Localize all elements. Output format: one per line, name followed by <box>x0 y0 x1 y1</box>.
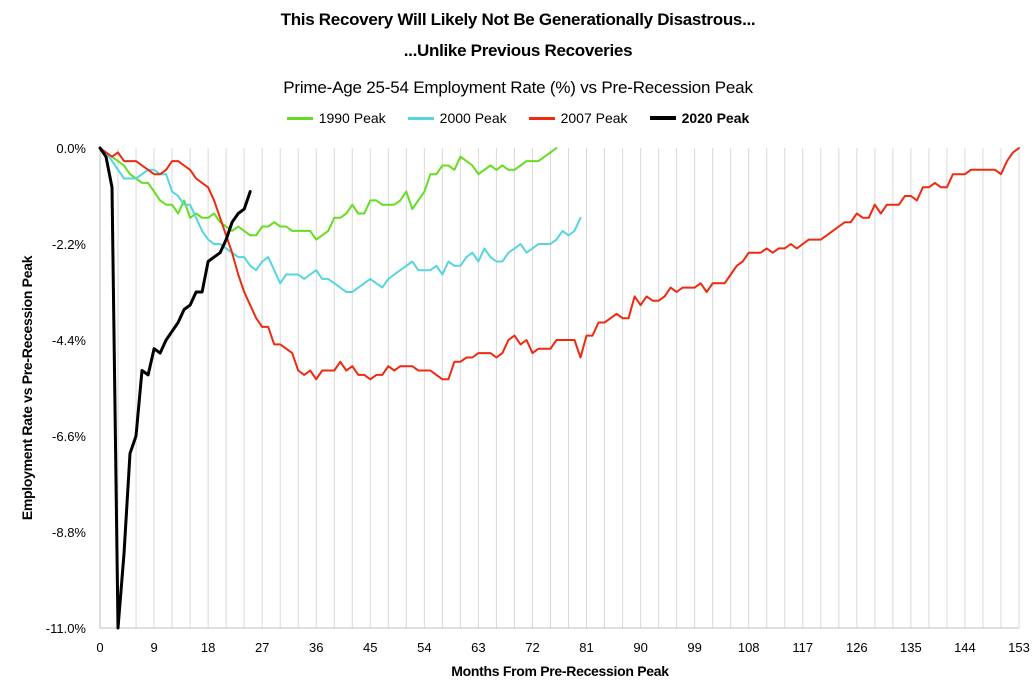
y-axis-title: Employment Rate vs Pre-Recession Peak <box>19 255 35 520</box>
y-tick-label: -4.4% <box>52 333 86 348</box>
y-tick-label: -2.2% <box>52 237 86 252</box>
x-tick-label: 0 <box>96 640 103 655</box>
series-lines <box>98 146 1020 630</box>
legend-label-1990: 1990 Peak <box>318 110 386 126</box>
y-tick-label: 0.0% <box>56 141 86 156</box>
chart-title-line2: ...Unlike Previous Recoveries <box>403 41 633 60</box>
tick-labels: 0 9 18 27 36 45 54 63 72 81 90 99 108 117 126 135 144 153… <box>46 141 1030 655</box>
legend-swatch-1990 <box>286 116 313 120</box>
legend-item-2007: 2007 Peak <box>528 110 628 126</box>
x-tick-label: 81 <box>579 640 593 655</box>
x-tick-label: 108 <box>738 640 760 655</box>
chart-title: This Recovery Will Likely Not Be Generat… <box>280 10 756 29</box>
x-axis-title: Months From Pre-Recession Peak <box>451 663 669 679</box>
x-tick-label: 72 <box>525 640 539 655</box>
gridlines <box>117 148 1020 628</box>
x-tick-label: 18 <box>201 640 215 655</box>
x-tick-label: 63 <box>471 640 485 655</box>
x-tick-label: 90 <box>633 640 647 655</box>
legend-swatch-2000 <box>407 116 434 120</box>
x-tick-label: 45 <box>363 640 377 655</box>
legend-label-2000: 2000 Peak <box>439 110 507 126</box>
x-tick-label: 144 <box>954 640 976 655</box>
x-tick-label: 54 <box>417 640 431 655</box>
series-line-2020-peak <box>98 146 252 630</box>
legend-item-2000: 2000 Peak <box>407 110 507 126</box>
legend-swatch-2020 <box>649 116 676 120</box>
series-line-2007-peak <box>99 147 1020 381</box>
legend-label-2020: 2020 Peak <box>681 110 750 126</box>
y-tick-label: -11.0% <box>46 621 87 636</box>
x-tick-label: 153 <box>1008 640 1030 655</box>
chart-subtitle: Prime-Age 25-54 Employment Rate (%) vs P… <box>283 78 753 97</box>
legend-item-1990: 1990 Peak <box>286 110 386 126</box>
legend-swatch-2007 <box>528 116 555 120</box>
x-tick-label: 99 <box>687 640 701 655</box>
x-tick-label: 36 <box>309 640 323 655</box>
y-tick-label: -6.6% <box>52 429 86 444</box>
x-tick-label: 126 <box>846 640 868 655</box>
y-tick-label: -8.8% <box>52 525 86 540</box>
x-tick-label: 9 <box>150 640 157 655</box>
axes <box>99 148 1019 629</box>
series-line-2000-peak <box>99 147 582 293</box>
series-line-1990-peak <box>99 147 558 241</box>
chart-legend: 1990 Peak 2000 Peak 2007 Peak 2020 Peak <box>0 110 1036 126</box>
x-tick-label: 27 <box>255 640 269 655</box>
legend-label-2007: 2007 Peak <box>560 110 628 126</box>
x-tick-label: 135 <box>900 640 922 655</box>
x-tick-label: 117 <box>792 640 813 655</box>
legend-item-2020: 2020 Peak <box>649 110 750 126</box>
